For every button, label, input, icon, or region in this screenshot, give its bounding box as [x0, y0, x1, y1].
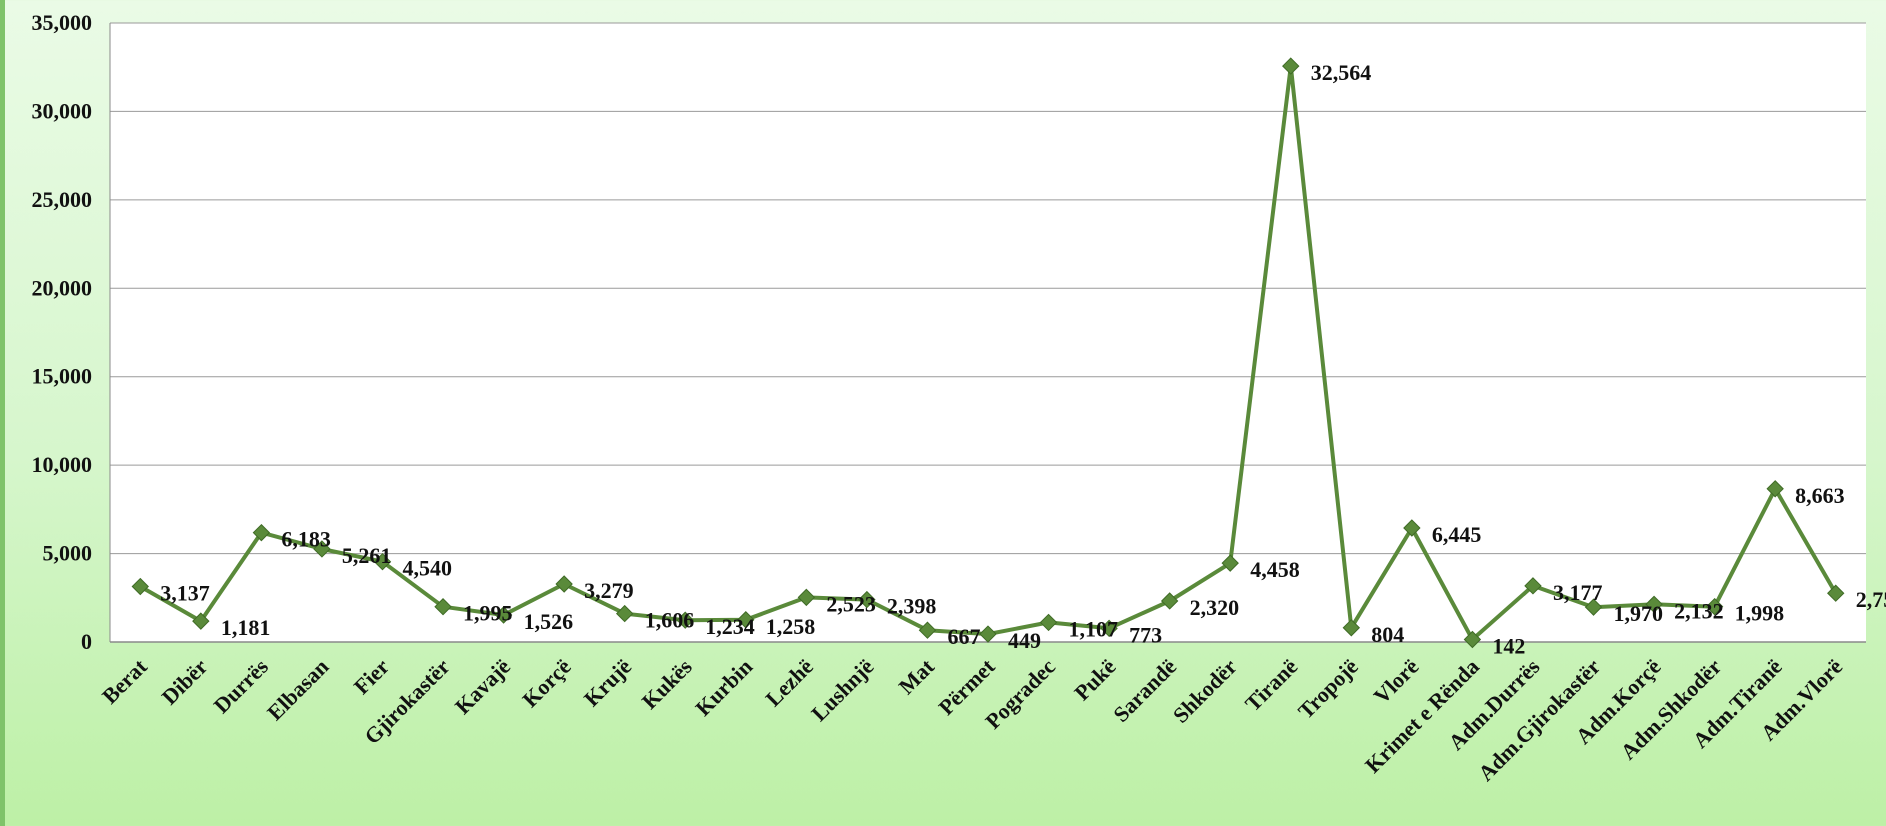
data-label: 3,137: [160, 581, 210, 606]
data-marker: [1403, 519, 1421, 537]
data-label: 804: [1371, 622, 1404, 647]
plot-area: [110, 23, 1866, 642]
data-marker: [615, 604, 634, 623]
data-label: 6,445: [1432, 522, 1482, 547]
x-tick-label: Kurbin: [690, 654, 757, 721]
x-tick-label: Sarandë: [1108, 654, 1181, 727]
x-tick-label: Lezhë: [760, 654, 818, 712]
data-label: 1,995: [463, 601, 513, 626]
data-marker: [918, 621, 937, 639]
data-markers: [131, 57, 1845, 649]
data-marker: [979, 625, 997, 643]
data-marker: [1827, 584, 1845, 602]
y-tick-label: 30,000: [32, 98, 93, 123]
y-tick-label: 35,000: [32, 10, 93, 35]
y-tick-label: 10,000: [32, 452, 93, 477]
data-label: 449: [1008, 628, 1041, 653]
line-chart: 0 5,000 10,000 15,000 20,000 25,000 30,000 35,0…: [32, 10, 1886, 786]
y-tick-label: 5,000: [43, 541, 93, 566]
data-label: 1,181: [221, 615, 270, 640]
x-tick-label: Kavajë: [450, 654, 515, 719]
data-label: 1,606: [645, 608, 695, 633]
x-tick-label: Vlorë: [1369, 654, 1424, 709]
data-label: 2,758: [1856, 587, 1886, 612]
y-tick-label: 15,000: [32, 364, 93, 389]
data-label: 2,132: [1674, 598, 1724, 623]
data-label: 2,320: [1190, 595, 1240, 620]
data-label: 2,523: [826, 591, 876, 616]
data-marker: [1221, 554, 1239, 572]
y-tick-label: 20,000: [32, 275, 93, 300]
x-tick-label: Lushnjë: [806, 654, 878, 726]
x-tick-label: Pukë: [1069, 654, 1121, 706]
data-label: 32,564: [1311, 60, 1372, 85]
data-labels: 3,137 1,181 6,183 5,261 4,540 1,995 1,526 3,279…: [160, 60, 1886, 658]
data-marker: [1766, 480, 1784, 498]
x-tick-label: Dibër: [157, 654, 213, 710]
x-tick-label: Elbasan: [262, 654, 333, 725]
data-label: 1,526: [524, 609, 574, 634]
data-marker: [1645, 595, 1663, 614]
data-marker: [797, 588, 816, 607]
x-tick-label: Krujë: [579, 654, 637, 712]
data-label: 773: [1129, 622, 1162, 647]
data-label: 1,234: [705, 614, 755, 639]
data-label: 142: [1492, 633, 1525, 658]
data-marker: [1160, 592, 1179, 610]
data-marker: [1705, 597, 1724, 616]
data-label: 1,258: [766, 614, 816, 639]
x-tick-label: Shkodër: [1168, 654, 1242, 728]
x-tick-label: Korçë: [517, 654, 575, 712]
data-marker: [252, 523, 271, 542]
data-marker: [494, 606, 513, 624]
data-marker: [737, 611, 755, 629]
data-marker: [1100, 619, 1118, 638]
data-marker: [1039, 613, 1058, 632]
data-marker: [858, 590, 876, 609]
data-marker: [1282, 57, 1300, 75]
data-label: 1,107: [1069, 616, 1119, 641]
data-marker: [555, 575, 573, 593]
y-tick-label: 25,000: [32, 187, 93, 212]
data-marker: [373, 552, 392, 571]
data-marker: [1524, 577, 1542, 595]
x-tick-label: Kukës: [637, 654, 697, 714]
x-tick-label: Fier: [349, 654, 394, 699]
data-marker: [313, 540, 331, 558]
data-label: 6,183: [281, 527, 331, 552]
data-marker: [1463, 630, 1482, 649]
x-tick-label: Tropojë: [1293, 654, 1363, 724]
data-label: 1,998: [1735, 601, 1785, 626]
data-marker: [676, 611, 694, 629]
gridlines: [109, 22, 1866, 643]
data-label: 5,261: [342, 543, 392, 568]
data-marker: [434, 598, 452, 616]
data-label: 4,540: [402, 556, 452, 581]
x-tick-label: Mat: [894, 653, 940, 699]
x-tick-label: Berat: [97, 653, 152, 708]
data-label: 4,458: [1250, 557, 1300, 582]
y-tick-label: 0: [81, 629, 92, 654]
data-marker: [1584, 598, 1603, 616]
data-label: 8,663: [1795, 483, 1845, 508]
data-label: 3,177: [1553, 580, 1603, 605]
data-marker: [131, 577, 149, 596]
y-axis-ticks: 0 5,000 10,000 15,000 20,000 25,000 30,000 35,0…: [32, 10, 93, 654]
data-label: 3,279: [584, 578, 634, 603]
data-label: 2,398: [887, 594, 937, 619]
data-label: 1,970: [1614, 601, 1664, 626]
data-marker: [192, 612, 210, 630]
data-label: 667: [947, 624, 980, 649]
data-marker: [1342, 619, 1361, 637]
